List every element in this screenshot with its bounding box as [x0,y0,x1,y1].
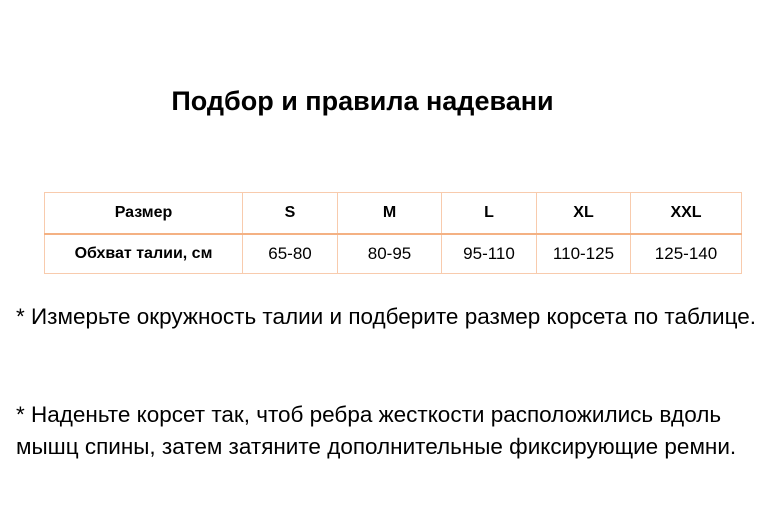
instruction-paragraph: * Наденьте корсет так, чтоб ребра жестко… [16,402,737,459]
table-cell: 80-95 [337,233,442,274]
page-title: Подбор и правила надевани [171,86,554,116]
header-cell: S [242,192,338,235]
header-cell: XL [536,192,631,235]
row-label: Обхват талии, см [44,233,243,274]
table-cell: 95-110 [441,233,537,274]
table-cell: 125-140 [630,233,742,274]
header-cell: XXL [630,192,742,235]
header-cell: Размер [44,192,243,235]
table-row: Обхват талии, см 65-80 80-95 95-110 110-… [44,233,742,274]
header-cell: L [441,192,537,235]
size-table: Размер S M L XL XXL Обхват талии, см 65-… [44,192,742,274]
header-cell: M [337,192,442,235]
instruction-paragraph: * Измерьте окружность талии и подберите … [16,304,756,329]
table-header-row: Размер S M L XL XXL [44,192,742,235]
table-cell: 65-80 [242,233,338,274]
table-cell: 110-125 [536,233,631,274]
